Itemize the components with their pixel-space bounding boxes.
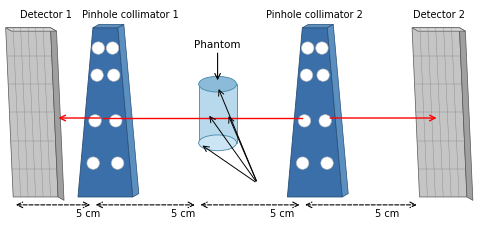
Ellipse shape [302,42,314,54]
Ellipse shape [108,69,120,81]
Ellipse shape [198,76,236,92]
Polygon shape [412,28,466,31]
Polygon shape [78,28,133,197]
Ellipse shape [198,135,236,151]
Ellipse shape [321,157,334,169]
Text: Detector 2: Detector 2 [414,10,466,20]
Ellipse shape [87,157,100,169]
Polygon shape [412,28,467,197]
Polygon shape [288,28,342,197]
Text: Phantom: Phantom [194,40,241,50]
Polygon shape [93,24,124,28]
Ellipse shape [89,115,102,127]
Polygon shape [6,28,58,197]
Ellipse shape [110,115,122,127]
Polygon shape [460,28,473,200]
Ellipse shape [296,157,309,169]
Text: 5 cm: 5 cm [170,209,195,219]
Polygon shape [328,24,348,197]
Ellipse shape [106,42,119,54]
Ellipse shape [298,115,310,127]
Text: Fan beam: Fan beam [292,136,343,146]
Ellipse shape [92,42,104,54]
Bar [198,84,236,143]
Text: 5 cm: 5 cm [76,209,100,219]
Ellipse shape [91,69,104,81]
Polygon shape [118,24,139,197]
Text: 5 cm: 5 cm [270,209,294,219]
Text: Pinhole collimator 1: Pinhole collimator 1 [82,10,178,20]
Polygon shape [6,28,57,31]
Ellipse shape [317,69,330,81]
Ellipse shape [112,157,124,169]
Polygon shape [302,24,334,28]
Polygon shape [50,28,64,200]
Text: Pinhole collimator 2: Pinhole collimator 2 [266,10,364,20]
Text: Detector 1: Detector 1 [20,10,72,20]
Ellipse shape [319,115,332,127]
Ellipse shape [300,69,312,81]
Ellipse shape [316,42,328,54]
Text: 5 cm: 5 cm [375,209,399,219]
